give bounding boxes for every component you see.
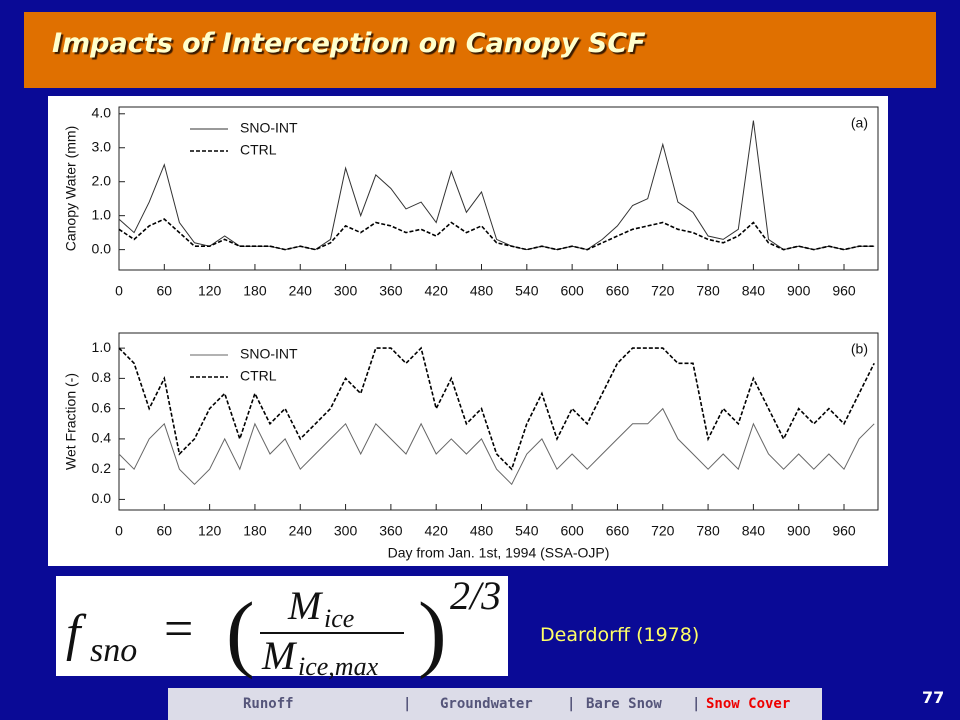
x-tick-label: 660 (606, 283, 630, 299)
footer-item[interactable]: Groundwater (440, 696, 533, 712)
x-tick-label: 960 (832, 523, 856, 539)
chart-figure: 0.0 1.0 2.0 3.0 4.0 0 60 120 180 240 300 360 420 480 5… (48, 96, 888, 566)
x-axis-label: Day from Jan. 1st, 1994 (SSA-OJP) (388, 545, 610, 561)
y-tick-label: 0.2 (92, 460, 112, 476)
x-tick-label: 480 (470, 283, 494, 299)
data-line (118, 346, 875, 471)
x-tick-label: 360 (379, 523, 403, 539)
data-line (118, 407, 875, 486)
x-tick-label: 960 (832, 283, 856, 299)
x-tick-label: 540 (515, 283, 539, 299)
eq-lhs: f (66, 605, 81, 662)
x-tick-label: 660 (606, 523, 630, 539)
panel-label: (b) (851, 341, 868, 357)
y-tick-label: 0.0 (92, 490, 112, 506)
eq-numerator: M (288, 583, 322, 628)
eq-denominator: M (262, 633, 296, 678)
eq-equals: = (164, 601, 194, 658)
x-tick-label: 540 (515, 523, 539, 539)
x-tick-label: 300 (334, 523, 358, 539)
x-tick-label: 300 (334, 283, 358, 299)
x-tick-label: 420 (425, 283, 449, 299)
y-tick-label: 3.0 (92, 138, 112, 154)
separator: | (567, 696, 576, 712)
eq-numerator-sub: ice (324, 604, 355, 633)
y-tick-label: 0.0 (92, 240, 112, 256)
eq-lhs-sub: sno (90, 632, 138, 669)
x-tick-label: 60 (157, 523, 173, 539)
y-tick-label: 4.0 (92, 104, 112, 120)
eq-paren: ( (226, 584, 255, 680)
eq-denominator-sub: ice,max (298, 652, 379, 681)
legend-label: SNO-INT (240, 346, 298, 362)
y-tick-label: 2.0 (92, 172, 112, 188)
legend-label: CTRL (240, 142, 277, 158)
plot-frame (118, 106, 879, 271)
separator: | (692, 696, 701, 712)
x-tick-label: 720 (651, 523, 675, 539)
x-tick-label: 900 (787, 283, 811, 299)
x-tick-label: 900 (787, 523, 811, 539)
equation: f sno = ( M ice M ice,max ) 2/3 (56, 573, 508, 681)
x-tick-label: 60 (157, 283, 173, 299)
x-tick-label: 180 (243, 523, 267, 539)
footer-item[interactable]: Runoff (243, 696, 294, 712)
y-axis-label: Canopy Water (mm) (63, 126, 79, 252)
x-tick-label: 0 (115, 283, 123, 299)
x-tick-label: 180 (243, 283, 267, 299)
footer-nav: Runoff | Groundwater | Bare Snow | Snow … (168, 688, 822, 720)
data-line (118, 218, 875, 251)
y-tick-label: 1.0 (92, 206, 112, 222)
y-axis-label: Wet Fraction (-) (63, 373, 79, 470)
legend-label: CTRL (240, 368, 277, 384)
x-tick-label: 120 (198, 523, 222, 539)
x-tick-label: 360 (379, 283, 403, 299)
x-tick-label: 120 (198, 283, 222, 299)
eq-paren: ) (418, 584, 447, 680)
data-line (118, 120, 875, 251)
x-tick-label: 600 (560, 283, 584, 299)
x-tick-label: 780 (696, 283, 720, 299)
x-tick-label: 840 (742, 283, 766, 299)
x-tick-label: 0 (115, 523, 123, 539)
citation: Deardorff (1978) (540, 624, 700, 646)
plot-frame (118, 332, 879, 511)
panel-label: (a) (851, 115, 868, 131)
eq-exponent: 2/3 (450, 573, 502, 618)
footer-item[interactable]: Snow Cover (706, 696, 791, 712)
y-tick-label: 0.6 (92, 399, 112, 415)
separator: | (403, 696, 412, 712)
x-tick-label: 780 (696, 523, 720, 539)
x-tick-label: 600 (560, 523, 584, 539)
x-tick-label: 420 (425, 523, 449, 539)
y-tick-label: 0.4 (92, 430, 112, 446)
y-tick-label: 1.0 (92, 339, 112, 355)
legend-label: SNO-INT (240, 120, 298, 136)
x-tick-label: 840 (742, 523, 766, 539)
footer-item[interactable]: Bare Snow (586, 696, 662, 712)
x-tick-label: 240 (289, 283, 313, 299)
x-tick-label: 720 (651, 283, 675, 299)
title-bar (24, 12, 936, 88)
slide-title: Impacts of Interception on Canopy SCF (52, 28, 646, 59)
page-number: 77 (922, 688, 945, 707)
x-tick-label: 240 (289, 523, 313, 539)
x-tick-label: 480 (470, 523, 494, 539)
eq-fraction-bar (260, 632, 404, 634)
y-tick-label: 0.8 (92, 369, 112, 385)
